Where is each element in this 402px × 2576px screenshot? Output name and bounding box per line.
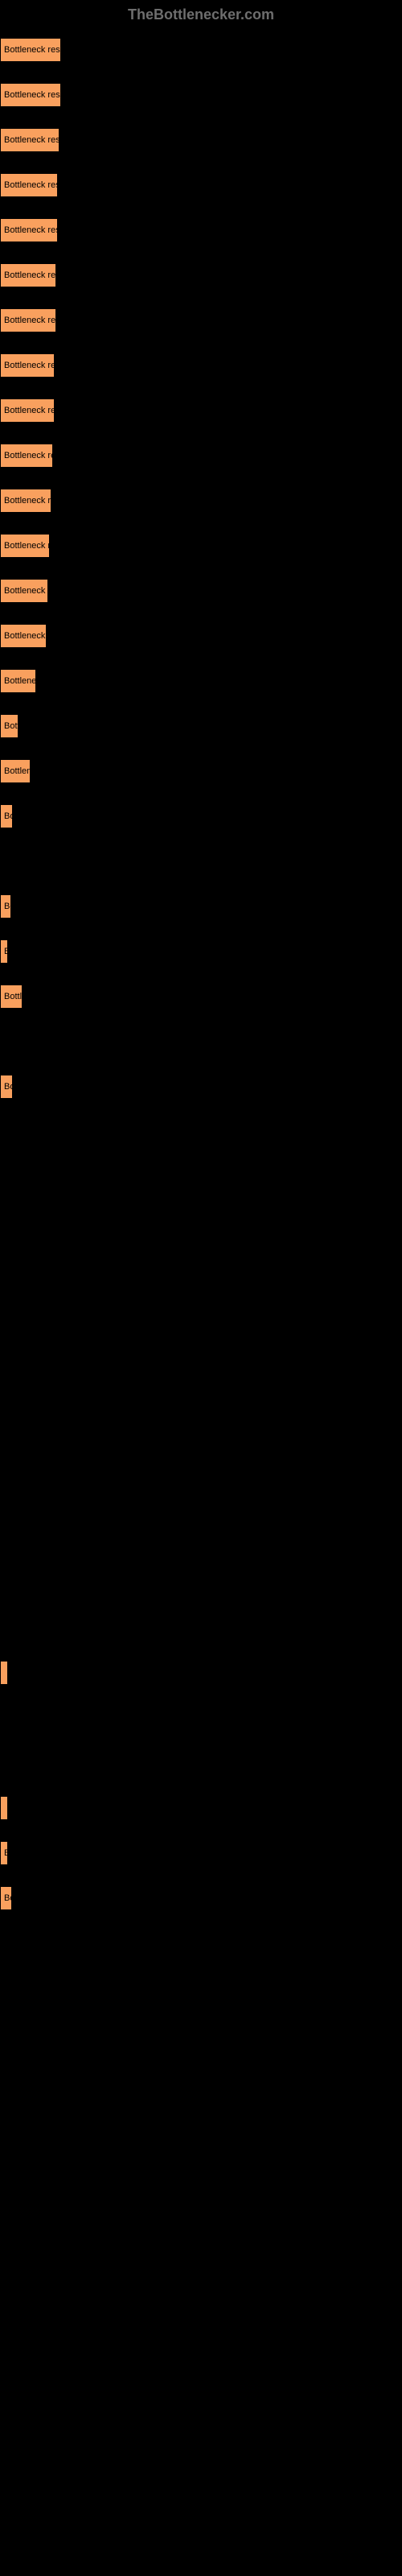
bar: Bottleneck result xyxy=(0,579,48,603)
bar-label: Bottleneck result xyxy=(4,586,48,596)
bar-label: Bottleneck result xyxy=(4,496,51,506)
site-name: TheBottlenecker.com xyxy=(128,6,274,23)
bar: Bottleneck result xyxy=(0,173,58,197)
bar-label: Bottleneck result xyxy=(4,316,56,325)
bar-label: Bottleneck result xyxy=(4,451,53,460)
bar-label: Bottleneck result xyxy=(4,361,55,370)
bar-chart: Bottleneck result Bottleneck result Bottle… xyxy=(0,30,402,1939)
bar xyxy=(0,1796,8,1820)
bar-label: Bottleneck result xyxy=(4,541,50,551)
bar-label: Bottleneck result xyxy=(4,406,55,415)
bar-row: Bottleneck result xyxy=(0,624,402,648)
bar-row: Bottleneck result xyxy=(0,669,402,693)
bar-row xyxy=(0,1030,402,1054)
bar-row xyxy=(0,1796,402,1820)
bar-row: Bottleneck result xyxy=(0,128,402,152)
site-header: TheBottlenecker.com xyxy=(0,0,402,30)
bar-label: Bottleneck result xyxy=(4,676,36,686)
bar-row: Bottleneck result xyxy=(0,579,402,603)
bar-label: Bottleneck result xyxy=(4,721,18,731)
bar-row xyxy=(0,1165,402,1189)
bar-row: Bottleneck result xyxy=(0,489,402,513)
bar-row xyxy=(0,1480,402,1505)
bar-row: Bottleneck result xyxy=(0,1886,402,1910)
bar-row xyxy=(0,1435,402,1459)
bar-label: Bottleneck result xyxy=(4,992,23,1001)
bar-label: Bottleneck result xyxy=(4,631,47,641)
bar: Bottleneck result xyxy=(0,624,47,648)
bar-row: Bottleneck result xyxy=(0,38,402,62)
bar-label: Bottleneck result xyxy=(4,766,31,776)
bar: Bottleneck result xyxy=(0,489,51,513)
bar: Bottleneck result xyxy=(0,308,56,332)
bar-row: Bottleneck result xyxy=(0,173,402,197)
bar-row: Bottleneck result xyxy=(0,714,402,738)
bar-row: Bottleneck result xyxy=(0,83,402,107)
bar-row xyxy=(0,1390,402,1414)
bar: Bottleneck result xyxy=(0,398,55,423)
bar-label: Bottleneck result xyxy=(4,225,58,235)
bar: Bottleneck result xyxy=(0,1886,12,1910)
bar: Bottleneck result xyxy=(0,669,36,693)
bar-label: Bottleneck result xyxy=(4,90,61,100)
bar-row xyxy=(0,1120,402,1144)
bar-row xyxy=(0,1255,402,1279)
bar: Bottleneck result xyxy=(0,939,8,964)
bar-label: Bottleneck result xyxy=(4,180,58,190)
bar-row xyxy=(0,1706,402,1730)
bar: Bottleneck result xyxy=(0,714,18,738)
bar-row: Bottleneck result xyxy=(0,759,402,783)
bar-row xyxy=(0,1571,402,1595)
bar-row xyxy=(0,1345,402,1369)
bar: Bottleneck result xyxy=(0,804,13,828)
bar-label: Bottleneck result xyxy=(4,811,13,821)
bar-row: Bottleneck result xyxy=(0,985,402,1009)
bar xyxy=(0,1661,8,1685)
bar-label: Bottleneck result xyxy=(4,1848,8,1858)
bar-row: Bottleneck result xyxy=(0,804,402,828)
bar-row: Bottleneck result xyxy=(0,263,402,287)
bar: Bottleneck result xyxy=(0,759,31,783)
bar-row: Bottleneck result xyxy=(0,1841,402,1865)
bar-label: Bottleneck result xyxy=(4,270,56,280)
bar: Bottleneck result xyxy=(0,534,50,558)
bar-label: Bottleneck result xyxy=(4,135,59,145)
bar: Bottleneck result xyxy=(0,38,61,62)
bar-row: Bottleneck result xyxy=(0,1075,402,1099)
bar: Bottleneck result xyxy=(0,1075,13,1099)
bar: Bottleneck result xyxy=(0,263,56,287)
bar-label: Bottleneck result xyxy=(4,947,8,956)
bar: Bottleneck result xyxy=(0,83,61,107)
bar-row xyxy=(0,1751,402,1775)
bar: Bottleneck result xyxy=(0,353,55,378)
bar-row xyxy=(0,849,402,873)
bar: Bottleneck result xyxy=(0,1841,8,1865)
bar-row: Bottleneck result xyxy=(0,939,402,964)
bar-label: Bottleneck result xyxy=(4,1893,12,1903)
bar: Bottleneck result xyxy=(0,128,59,152)
bar-row: Bottleneck result xyxy=(0,894,402,919)
bar-label: Bottleneck result xyxy=(4,1082,13,1092)
bar-row: Bottleneck result xyxy=(0,353,402,378)
bar-row: Bottleneck result xyxy=(0,308,402,332)
bar-row: Bottleneck result xyxy=(0,534,402,558)
bar: Bottleneck result xyxy=(0,894,11,919)
bar-row xyxy=(0,1525,402,1550)
bar: Bottleneck result xyxy=(0,218,58,242)
bar-row xyxy=(0,1661,402,1685)
bar-row xyxy=(0,1300,402,1324)
bar: Bottleneck result xyxy=(0,444,53,468)
bar-row xyxy=(0,1616,402,1640)
bar-row: Bottleneck result xyxy=(0,398,402,423)
bar-row: Bottleneck result xyxy=(0,218,402,242)
bar-label: Bottleneck result xyxy=(4,902,11,911)
bar: Bottleneck result xyxy=(0,985,23,1009)
bar-row: Bottleneck result xyxy=(0,444,402,468)
bar-label: Bottleneck result xyxy=(4,45,61,55)
bar-row xyxy=(0,1210,402,1234)
